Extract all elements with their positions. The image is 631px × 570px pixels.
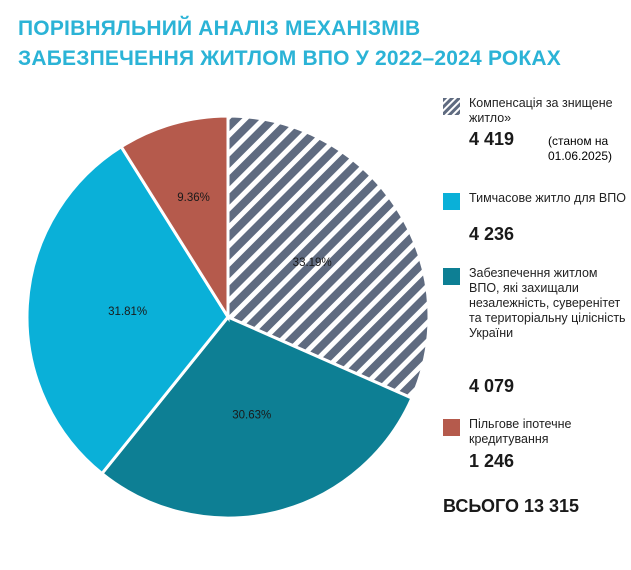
total-label: ВСЬОГО 13 315: [443, 496, 580, 516]
legend-label-temporary-housing: Тимчасове житло для ВПО: [469, 191, 626, 205]
chart-title: ПОРІВНЯЛЬНИЙ АНАЛІЗ МЕХАНІЗМІВ ЗАБЕЗПЕЧЕ…: [18, 14, 618, 74]
chart-title-line2: ЗАБЕЗПЕЧЕННЯ ЖИТЛОМ ВПО У 2022–2024 РОКА…: [18, 47, 562, 70]
legend-label-compensation: Компенсація за знищене житло»: [469, 96, 613, 125]
pie-slice-compensation: [226, 114, 431, 401]
pie-label-temporary-housing: 31.81%: [108, 306, 147, 318]
legend-value-compensation: 4 419: [469, 129, 514, 150]
pie-slice-temporary-housing: [25, 144, 230, 476]
legend-value-compensation-number: 4 419: [469, 129, 515, 149]
legend-swatch-temporary-housing: [443, 193, 460, 210]
legend-label-mortgage: Пільгове іпотечне кредитування: [469, 417, 572, 446]
legend-swatch-mortgage: [443, 419, 460, 436]
pie-slice-defenders-housing: [99, 315, 414, 520]
legend-value-defenders-housing: 4 079: [469, 376, 515, 396]
legend-swatch-compensation: [443, 98, 460, 115]
legend-note-compensation: (станом на 01.06.2025): [548, 134, 613, 163]
pie-label-defenders-housing: 30.63%: [232, 410, 271, 422]
pie-label-compensation: 33.19%: [293, 257, 332, 269]
chart-title-line1: ПОРІВНЯЛЬНИЙ АНАЛІЗ МЕХАНІЗМІВ: [18, 17, 421, 40]
legend-value-temporary-housing: 4 236: [469, 224, 515, 244]
legend-swatch-defenders-housing: [443, 268, 460, 285]
legend-value-mortgage: 1 246: [469, 451, 515, 471]
legend-label-defenders-housing: Забезпечення житлом ВПО, які захищали не…: [469, 266, 626, 340]
pie-slice-mortgage: [119, 114, 230, 323]
pie-label-mortgage: 9.36%: [177, 192, 210, 204]
